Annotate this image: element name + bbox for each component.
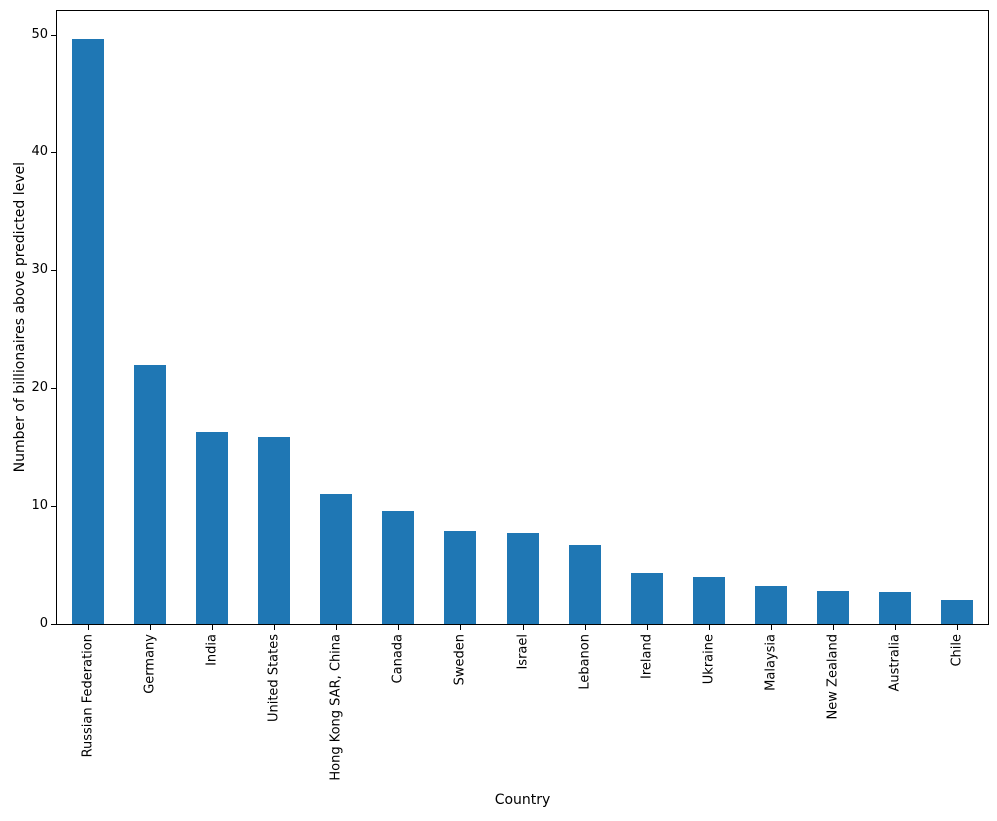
x-tick-mark: [150, 625, 152, 630]
y-tick-label: 10: [31, 498, 48, 514]
x-tick-label-chile: Chile: [949, 634, 965, 667]
x-tick-mark: [770, 625, 772, 630]
x-tick-mark: [956, 625, 958, 630]
y-tick-mark: [51, 34, 56, 36]
bar-israel: [506, 532, 539, 624]
y-tick-label: 50: [31, 26, 48, 42]
bar-united-states: [258, 436, 291, 624]
bar-lebanon: [568, 545, 601, 624]
y-tick-label: 40: [31, 144, 48, 160]
x-tick-label-israel: Israel: [515, 634, 530, 670]
x-tick-mark: [894, 625, 896, 630]
bar-chile: [940, 600, 973, 624]
x-tick-label-india: India: [204, 634, 220, 666]
plot-area: [56, 10, 989, 625]
x-tick-mark: [212, 625, 214, 630]
y-tick-mark: [51, 270, 56, 272]
x-tick-label-ireland: Ireland: [639, 634, 655, 679]
bar-sweden: [444, 531, 477, 624]
x-tick-mark: [336, 625, 338, 630]
x-tick-mark: [398, 625, 400, 630]
x-tick-mark: [274, 625, 276, 630]
x-tick-mark: [584, 625, 586, 630]
bar-canada: [382, 510, 415, 624]
x-tick-label-russian-federation: Russian Federation: [80, 634, 96, 758]
y-tick-label: 30: [31, 262, 48, 278]
x-tick-label-ukraine: Ukraine: [701, 634, 717, 685]
x-tick-mark: [832, 625, 834, 630]
bar-new-zealand: [816, 591, 849, 624]
x-tick-mark: [460, 625, 462, 630]
x-tick-mark: [522, 625, 524, 630]
x-tick-label-united-states: United States: [266, 634, 282, 723]
x-tick-label-new-zealand: New Zealand: [825, 634, 841, 720]
y-tick-mark: [51, 388, 56, 390]
bar-germany: [134, 364, 167, 624]
x-tick-label-canada: Canada: [390, 634, 406, 684]
y-tick-label: 0: [39, 616, 48, 631]
x-tick-mark: [88, 625, 90, 630]
x-tick-mark: [708, 625, 710, 630]
y-tick-mark: [51, 152, 56, 154]
y-tick-label: 20: [31, 380, 48, 396]
x-tick-mark: [646, 625, 648, 630]
bar-malaysia: [754, 586, 787, 624]
x-tick-label-australia: Australia: [887, 634, 903, 692]
y-tick-mark: [51, 624, 56, 625]
bar-ukraine: [692, 576, 725, 624]
x-tick-label-malaysia: Malaysia: [763, 634, 779, 691]
y-axis-label: Number of billionaires above predicted l…: [12, 162, 28, 473]
x-tick-label-sweden: Sweden: [452, 634, 468, 686]
bar-australia: [878, 591, 911, 624]
bar-ireland: [630, 573, 663, 624]
x-tick-label-lebanon: Lebanon: [577, 634, 593, 690]
bar-india: [196, 431, 229, 624]
x-tick-label-hong-kong-sar-china: Hong Kong SAR, China: [328, 634, 344, 781]
bar-hong-kong-sar-china: [320, 494, 353, 624]
x-axis-label: Country: [494, 792, 551, 808]
bar-russian-federation: [72, 39, 105, 624]
y-tick-mark: [51, 506, 56, 508]
x-tick-label-germany: Germany: [142, 634, 158, 694]
y-axis-label-wrap: Number of billionaires above predicted l…: [8, 10, 32, 625]
